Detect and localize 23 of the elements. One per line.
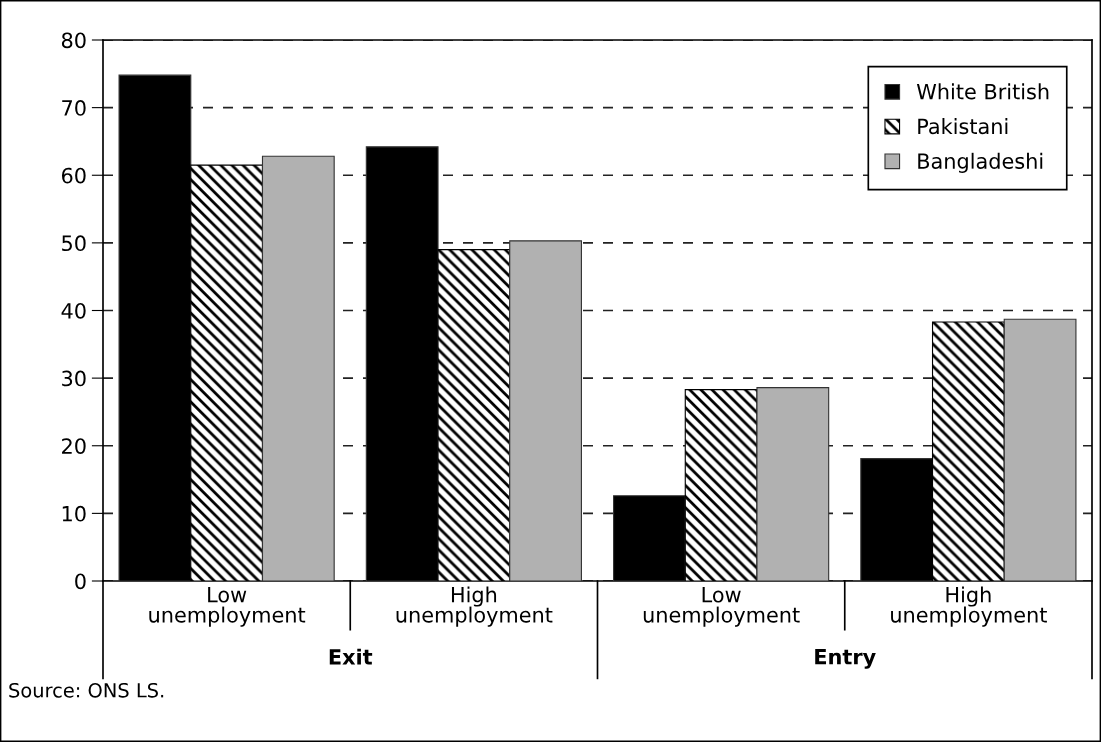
y-tick-label: 50	[62, 235, 86, 252]
x-tick-label: Low unemployment	[149, 587, 306, 627]
legend-label: Bangladeshi	[918, 152, 1043, 173]
y-tick-label: 20	[62, 438, 86, 454]
legend-label: Pakistani	[918, 118, 1008, 135]
y-tick-label: 0	[75, 573, 86, 590]
text: Entry	[815, 649, 876, 669]
y-tick-label: 80	[61, 32, 86, 49]
y-tick-label: 40	[61, 302, 86, 319]
y-tick-label: 60	[61, 167, 86, 184]
bar	[1003, 318, 1077, 581]
bar	[509, 240, 582, 581]
y-tick-label: 10	[62, 505, 86, 522]
y-tick-label: 30	[62, 370, 86, 387]
x-tick-label: Low unemployment	[643, 587, 800, 627]
bar	[261, 155, 335, 581]
legend-label: White British	[916, 83, 1049, 100]
source-note: Source: ONS LS.	[9, 682, 164, 698]
text: Exit	[329, 648, 373, 665]
x-tick-label: High unemployment	[396, 586, 553, 627]
x-tick-label: High unemployment	[891, 586, 1047, 627]
bar	[756, 387, 830, 581]
y-tick-label: 70	[62, 100, 86, 116]
